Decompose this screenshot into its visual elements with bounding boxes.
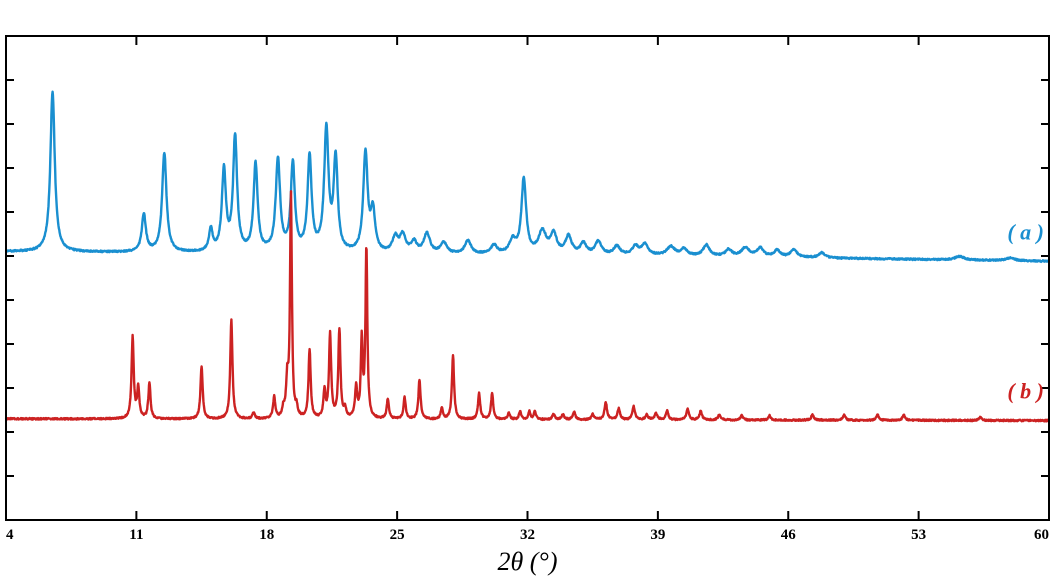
x-tick-label: 11 [129,527,143,543]
series-line-a [5,90,1050,263]
ticks-layer [5,36,1050,520]
x-tick-label: 32 [520,527,535,543]
x-tick-label: 39 [650,527,665,543]
plot-frame [5,35,1050,521]
series-line-b [4,190,1051,423]
x-tick-label: 60 [1034,527,1049,543]
series-label-a: ( a ) [1007,219,1044,244]
x-tick-label: 18 [259,527,274,543]
x-tick-label: 53 [911,527,926,543]
x-tick-label: 25 [390,527,405,543]
x-tick-label: 4 [6,527,14,543]
series-layer [4,90,1051,423]
x-tick-label: 46 [781,527,797,543]
x-axis-label: 2θ (°) [498,547,558,576]
series-label-b: ( b ) [1007,379,1044,404]
series-labels-layer: ( a ) ( b ) [1007,219,1044,403]
tick-labels-layer: 4 11 18 25 32 39 46 53 60 [6,527,1049,543]
